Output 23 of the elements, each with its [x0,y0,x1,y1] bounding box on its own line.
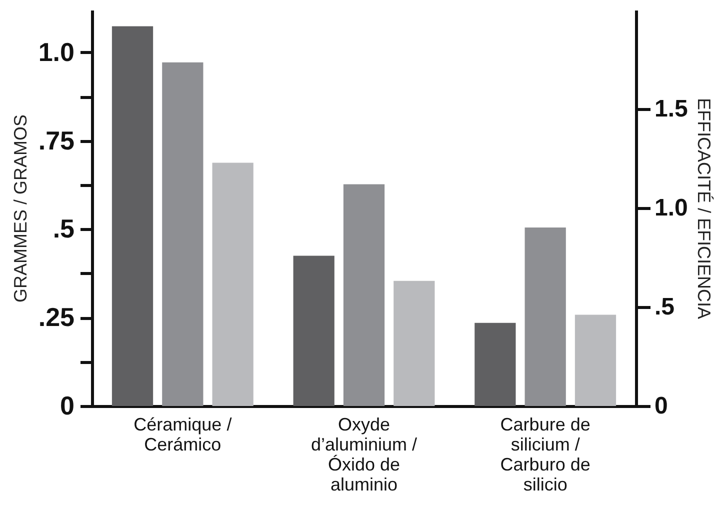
bar [112,26,154,406]
y-tick-label: .5 [52,214,74,244]
y-tick-label: .25 [38,302,74,332]
bar [162,62,204,406]
bar [474,322,516,406]
y-tick-label: 1.0 [38,36,74,67]
bar [394,280,435,406]
y2-tick-label: 0 [654,392,668,420]
bar [343,184,385,406]
y-tick-label: 0 [60,390,74,420]
x-tick-label: Céramique / Cerámico [134,414,232,454]
bar [293,256,334,406]
x-tick-label: Oxyde d’aluminium / Óxido de aluminio [310,414,418,494]
y2-tick-label: .5 [654,294,675,320]
y2-tick-label: 1.5 [654,96,688,122]
y2-tick-label: 1.0 [654,194,688,222]
y-axis-title: GRAMMES / GRAMOS [10,114,30,303]
y2-axis-title: EFFICACITÉ / EFICIENCIA [694,98,714,320]
bar [524,227,566,406]
x-tick-label: Carbure de silicium / Carburo de silicio [500,414,590,494]
bar [574,314,616,406]
bar [212,162,254,406]
y-tick-label: .75 [38,125,74,156]
